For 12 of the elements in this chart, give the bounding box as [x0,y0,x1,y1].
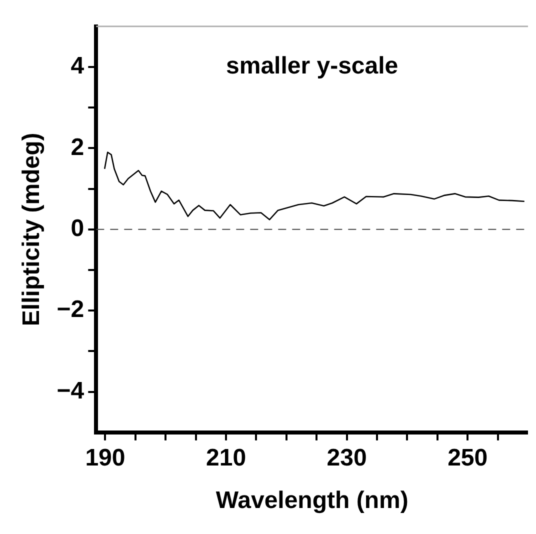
y-tick-label: 2 [70,134,84,161]
x-axis-title: Wavelength (nm) [216,487,408,514]
x-tick-label: 250 [448,444,488,472]
y-tick-label: 0 [70,215,84,242]
y-axis-title: Ellipticity (mdeg) [18,132,46,326]
x-tick-label: 210 [206,444,246,472]
y-tick-label: −2 [56,296,84,324]
y-tick-label: −4 [56,377,85,404]
text: smaller y-scale [226,52,398,80]
x-tick-label: 190 [85,444,126,472]
x-tick-label: 230 [326,444,367,472]
y-tick-label: 4 [70,52,85,80]
